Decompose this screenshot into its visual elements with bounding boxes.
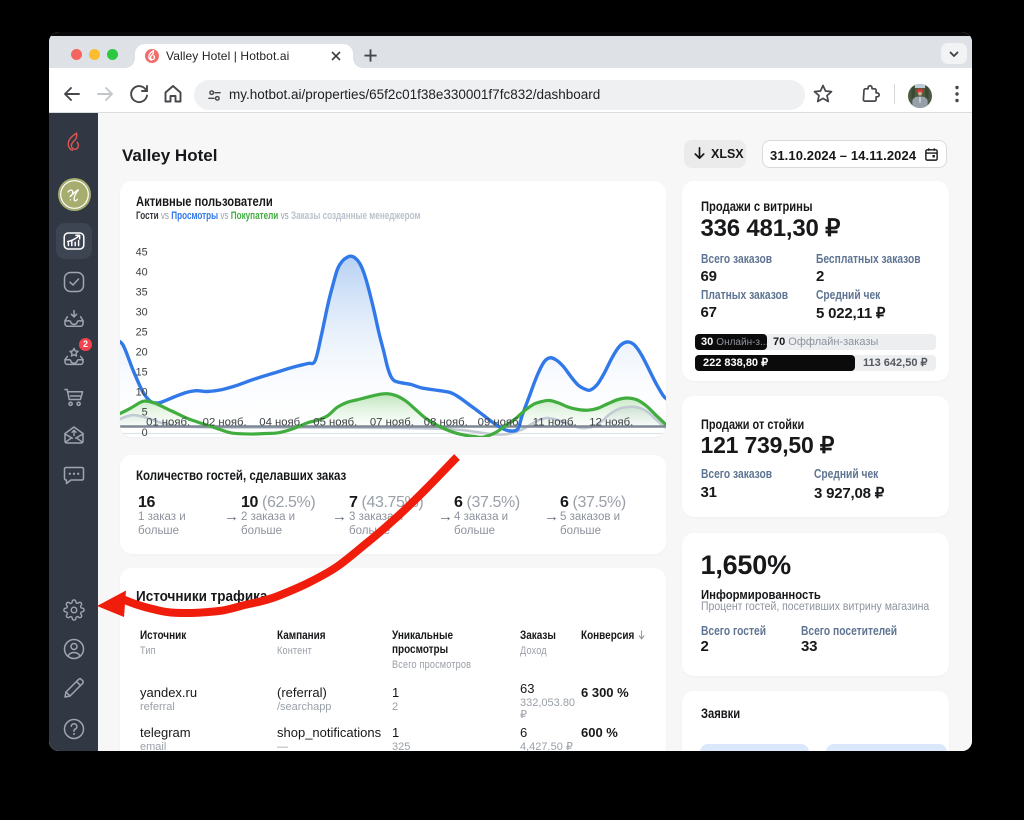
svg-text:09 нояб.: 09 нояб. [478, 417, 522, 429]
svg-text:02 нояб.: 02 нояб. [203, 417, 247, 429]
svg-text:35: 35 [136, 287, 148, 299]
svg-text:11 нояб.: 11 нояб. [533, 417, 577, 429]
svg-text:40: 40 [136, 267, 148, 279]
svg-text:15: 15 [136, 366, 148, 378]
svg-text:25: 25 [136, 327, 148, 339]
svg-text:10: 10 [136, 386, 148, 398]
svg-text:04 нояб.: 04 нояб. [259, 417, 303, 429]
svg-text:0: 0 [142, 427, 148, 437]
svg-text:08 нояб.: 08 нояб. [424, 417, 468, 429]
svg-text:30: 30 [136, 307, 148, 319]
svg-text:20: 20 [136, 347, 148, 359]
svg-text:01 нояб.: 01 нояб. [146, 417, 190, 429]
svg-text:45: 45 [136, 247, 148, 259]
svg-text:05 нояб.: 05 нояб. [313, 417, 357, 429]
svg-text:12 нояб.: 12 нояб. [589, 417, 633, 429]
svg-text:07 нояб.: 07 нояб. [370, 417, 414, 429]
svg-text:5: 5 [142, 406, 148, 418]
